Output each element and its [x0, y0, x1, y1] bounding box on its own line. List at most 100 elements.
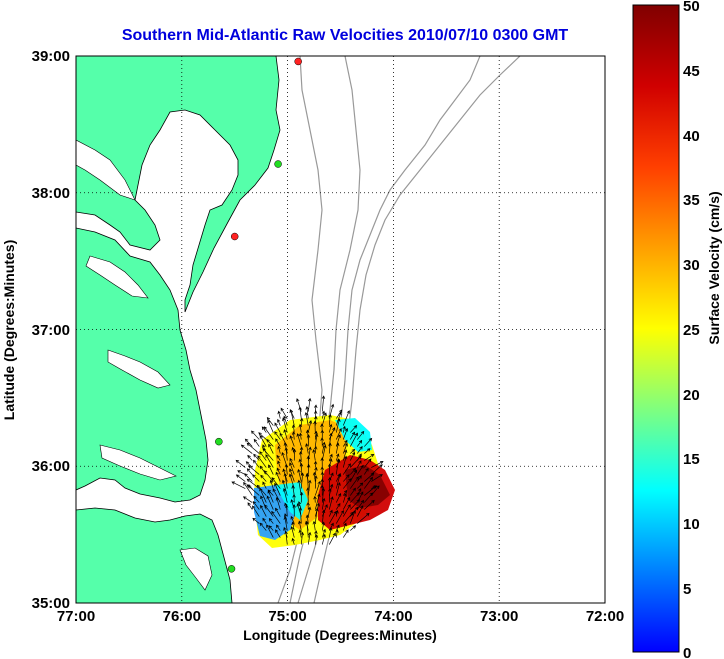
- velocity-arrow: [299, 417, 304, 426]
- velocity-arrow: [356, 464, 364, 475]
- velocity-arrow: [335, 428, 342, 440]
- velocity-arrow: [350, 467, 357, 475]
- velocity-arrow: [342, 522, 347, 531]
- velocity-arrow: [328, 487, 332, 503]
- velocity-arrow: [364, 453, 375, 461]
- velocity-arrow: [307, 506, 312, 517]
- velocity-arrow: [259, 487, 267, 503]
- velocity-arrow: [297, 468, 302, 482]
- velocity-arrow: [235, 474, 246, 482]
- velocity-arrow: [342, 410, 350, 426]
- chart-title: Southern Mid-Atlantic Raw Velocities 201…: [122, 27, 569, 44]
- velocity-arrow: [363, 467, 369, 475]
- velocity-arrow: [356, 499, 364, 510]
- velocity-arrow: [371, 461, 384, 468]
- velocity-arrow: [290, 526, 295, 538]
- velocity-arrow: [275, 438, 281, 447]
- velocity-arrow: [264, 504, 274, 517]
- velocity-arrow: [298, 406, 302, 419]
- colorbar-tick: 15: [683, 451, 700, 468]
- velocity-arrow: [253, 495, 260, 503]
- station-marker: [274, 160, 282, 168]
- velocity-arrow: [364, 437, 373, 447]
- velocity-arrow: [298, 529, 302, 538]
- velocity-arrow: [328, 496, 334, 510]
- velocity-arrow: [259, 522, 267, 531]
- velocity-arrow: [290, 515, 295, 524]
- station-marker: [294, 57, 302, 66]
- velocity-arrow: [356, 491, 364, 503]
- velocity-arrow: [312, 471, 317, 482]
- velocity-arrow: [305, 406, 309, 419]
- y-tick-label: 35:00: [32, 595, 70, 612]
- velocity-arrow: [282, 417, 288, 433]
- velocity-arrow: [328, 510, 337, 524]
- velocity-arrow: [314, 466, 318, 475]
- velocity-arrow: [277, 460, 281, 468]
- velocity-arrow: [312, 520, 317, 531]
- velocity-arrow: [342, 449, 348, 461]
- velocity-arrow: [342, 496, 351, 510]
- velocity-arrow: [350, 525, 357, 531]
- velocity-arrow: [283, 516, 288, 531]
- velocity-arrow: [297, 479, 302, 496]
- velocity-arrow: [342, 463, 351, 475]
- velocity-arrow: [284, 463, 289, 475]
- velocity-arrow: [291, 446, 295, 454]
- velocity-arrow: [314, 480, 321, 496]
- velocity-arrow: [237, 470, 246, 475]
- colorbar-tick: 5: [683, 581, 691, 598]
- colorbar-ticks: 50 45 40 35 30 25 20 15 10 5 0: [683, 0, 700, 659]
- velocity-arrow: [305, 472, 310, 489]
- velocity-arrow: [268, 443, 274, 454]
- velocity-arrow: [277, 410, 281, 419]
- velocity-arrow: [267, 419, 274, 433]
- y-tick-label: 37:00: [32, 322, 70, 339]
- velocity-arrow: [335, 503, 341, 510]
- velocity-arrow: [289, 457, 295, 468]
- velocity-arrow: [307, 397, 312, 412]
- velocity-arrow: [299, 491, 304, 503]
- velocity-arrow: [253, 438, 260, 447]
- velocity-arrow: [272, 488, 281, 503]
- velocity-arrow: [266, 417, 274, 426]
- velocity-arrow: [258, 432, 267, 440]
- station-marker: [230, 232, 239, 241]
- station-marker: [215, 437, 223, 446]
- x-tick-label: 77:00: [57, 608, 95, 625]
- velocity-arrow: [283, 429, 288, 440]
- velocity-arrow: [306, 434, 311, 447]
- velocity-arrow: [299, 462, 304, 475]
- velocity-arrow: [342, 425, 346, 433]
- velocity-arrow: [252, 459, 260, 468]
- velocity-arrow: [321, 441, 326, 454]
- velocity-arrow: [349, 431, 355, 440]
- velocity-arrow: [276, 467, 281, 475]
- velocity-arrow: [356, 446, 363, 454]
- velocity-arrow: [275, 507, 281, 517]
- velocity-arrow: [231, 481, 246, 489]
- colorbar-tick: 40: [683, 128, 700, 145]
- velocity-arrow: [277, 418, 281, 426]
- velocity-arrow: [307, 420, 313, 433]
- velocity-arrow: [349, 432, 358, 447]
- velocity-arrow: [328, 527, 333, 538]
- velocity-arrow: [276, 454, 281, 461]
- velocity-arrow: [342, 493, 347, 503]
- velocity-arrow: [257, 455, 267, 468]
- velocity-arrow: [313, 495, 317, 503]
- velocity-arrow: [321, 497, 326, 510]
- velocity-arrow: [260, 504, 267, 517]
- y-tick-label: 36:00: [32, 458, 70, 475]
- x-tick-label: 74:00: [374, 608, 412, 625]
- velocity-arrow: [335, 472, 342, 489]
- velocity-arrow: [321, 533, 326, 545]
- velocity-arrow: [296, 398, 302, 412]
- velocity-arrow: [304, 411, 309, 426]
- velocity-arrow: [342, 439, 348, 447]
- velocity-arrow: [271, 477, 281, 489]
- velocity-arrow: [328, 453, 333, 461]
- velocity-arrow: [251, 430, 260, 440]
- velocity-arrow: [292, 494, 296, 503]
- velocity-arrow: [291, 537, 295, 545]
